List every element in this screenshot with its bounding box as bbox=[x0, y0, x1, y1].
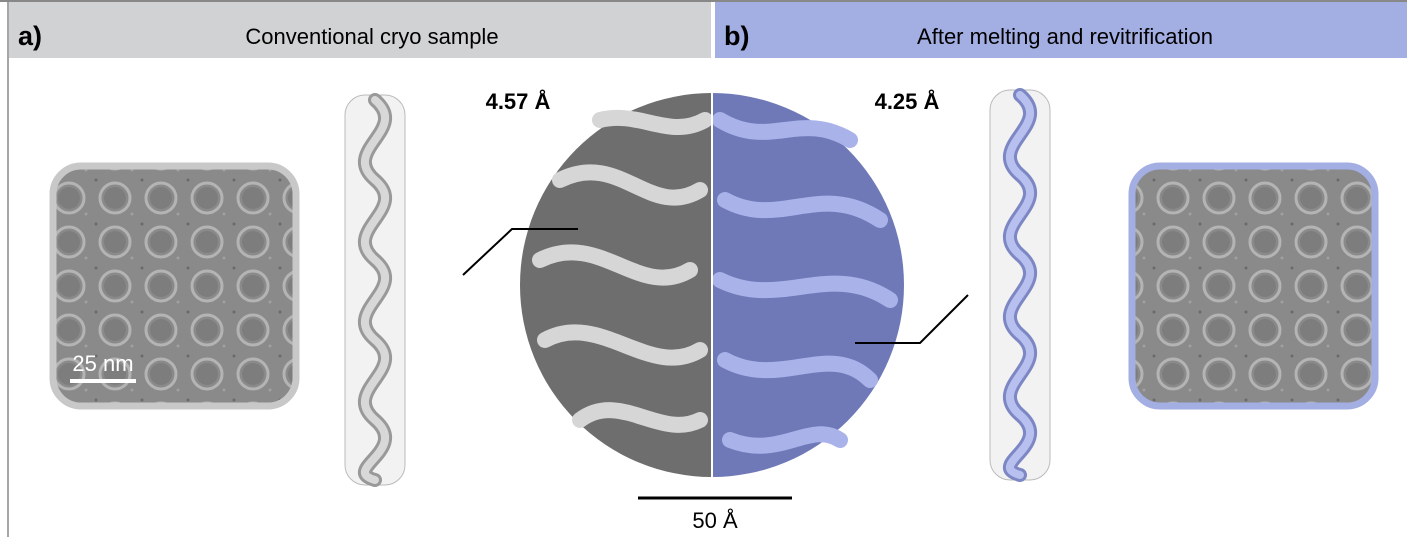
panel-label: a) bbox=[18, 21, 42, 51]
density-map bbox=[712, 93, 904, 477]
panel-label: b) bbox=[724, 21, 749, 51]
helix-model bbox=[989, 88, 1051, 482]
panel-title: After melting and revitrification bbox=[917, 24, 1213, 49]
micrograph bbox=[49, 162, 300, 410]
resolution-label: 4.25 Å bbox=[875, 88, 940, 114]
helix-model bbox=[344, 93, 406, 487]
micrograph bbox=[1128, 162, 1379, 410]
scale-label: 50 Å bbox=[692, 508, 738, 533]
leader-line bbox=[855, 294, 969, 344]
header-b bbox=[715, 2, 1407, 58]
density-map bbox=[520, 93, 712, 477]
header-a bbox=[9, 2, 711, 58]
leader-line bbox=[462, 228, 578, 276]
resolution-label: 4.57 Å bbox=[486, 88, 551, 114]
scale-label: 25 nm bbox=[72, 351, 133, 376]
panel-title: Conventional cryo sample bbox=[245, 24, 498, 49]
